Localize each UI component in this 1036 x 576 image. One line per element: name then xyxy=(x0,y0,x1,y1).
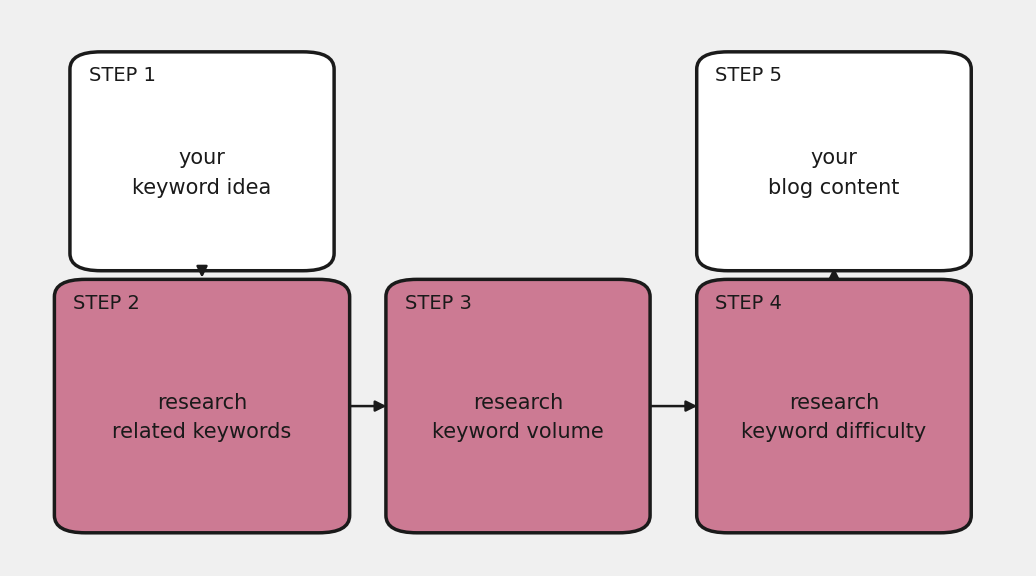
Text: STEP 1: STEP 1 xyxy=(89,66,155,85)
Text: STEP 5: STEP 5 xyxy=(716,66,782,85)
Text: STEP 3: STEP 3 xyxy=(404,294,471,313)
Text: research
related keywords: research related keywords xyxy=(112,393,292,442)
FancyBboxPatch shape xyxy=(55,279,350,533)
FancyBboxPatch shape xyxy=(697,279,972,533)
Text: STEP 4: STEP 4 xyxy=(716,294,782,313)
FancyBboxPatch shape xyxy=(697,52,972,271)
Text: your
blog content: your blog content xyxy=(769,148,899,198)
Text: STEP 2: STEP 2 xyxy=(74,294,140,313)
Text: research
keyword difficulty: research keyword difficulty xyxy=(742,393,926,442)
FancyBboxPatch shape xyxy=(386,279,651,533)
Text: research
keyword volume: research keyword volume xyxy=(432,393,604,442)
Text: your
keyword idea: your keyword idea xyxy=(133,148,271,198)
FancyBboxPatch shape xyxy=(70,52,334,271)
